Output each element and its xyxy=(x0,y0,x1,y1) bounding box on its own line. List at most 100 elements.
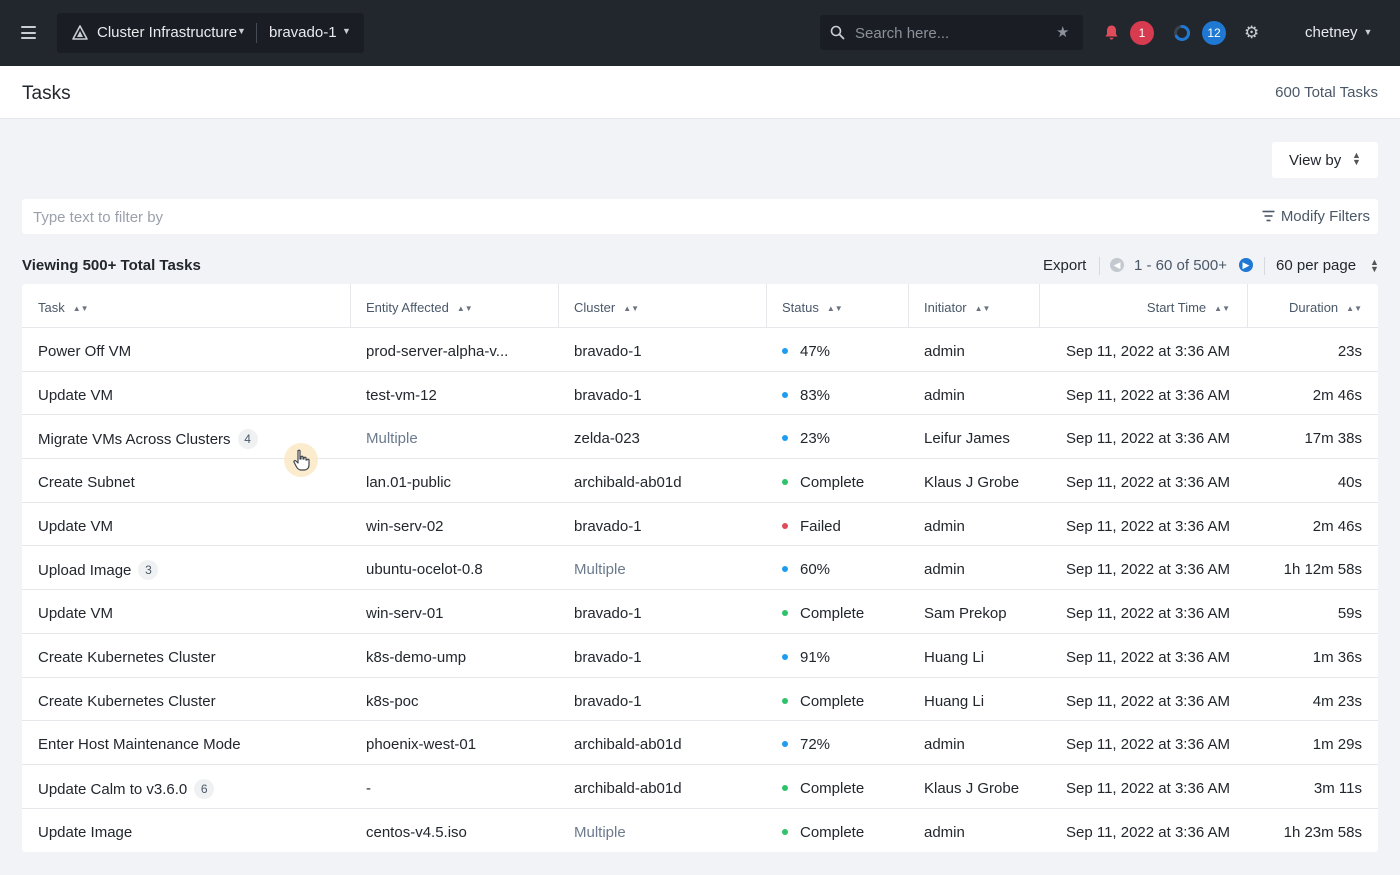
table-row[interactable]: Update Calm to v3.6.0 6 - archibald-ab01d Co… xyxy=(22,765,1378,809)
task-name-cell[interactable]: Create Subnet xyxy=(38,459,135,502)
pointer-cursor-icon xyxy=(284,443,318,477)
task-name-cell[interactable]: Update VM xyxy=(38,503,113,546)
chevron-down-icon[interactable]: ▼ xyxy=(237,26,246,36)
sort-icon: ▲▼ xyxy=(826,304,843,313)
task-name-cell[interactable]: Update VM xyxy=(38,590,113,633)
table-row[interactable]: Enter Host Maintenance Mode phoenix-west-… xyxy=(22,721,1378,765)
start-time-cell: Sep 11, 2022 at 3:36 AM xyxy=(1065,648,1230,666)
bell-icon[interactable] xyxy=(1103,24,1120,41)
subtask-count-badge[interactable]: 4 xyxy=(237,429,258,450)
duration-cell: 17m 38s xyxy=(1304,430,1362,448)
gear-icon[interactable]: ⚙ xyxy=(1244,23,1260,42)
star-icon[interactable]: ★ xyxy=(1056,24,1070,41)
column-header-entity[interactable]: Entity Affected ▲▼ xyxy=(366,300,473,315)
entity-affected-cell: win-serv-01 xyxy=(366,605,444,623)
column-header-start-time[interactable]: Start Time ▲▼ xyxy=(1146,300,1230,315)
per-page-label: 60 per page xyxy=(1276,257,1357,274)
chevron-down-icon[interactable]: ▼ xyxy=(342,26,351,36)
task-name-cell[interactable]: Upload Image 3 xyxy=(38,546,159,589)
per-page-selector[interactable]: 60 per page ▲ ▼ xyxy=(1276,257,1379,274)
table-row[interactable]: Upload Image 3 ubuntu-ocelot-0.8 Multiple 60… xyxy=(22,546,1378,591)
cluster-cell: archibald-ab01d xyxy=(574,474,682,492)
entity-affected-cell[interactable]: Multiple xyxy=(366,430,418,448)
task-name[interactable]: Update Calm to v3.6.0 xyxy=(38,780,188,798)
task-name-cell[interactable]: Create Kubernetes Cluster xyxy=(38,634,216,677)
task-name[interactable]: Create Kubernetes Cluster xyxy=(38,692,216,710)
status-dot-icon xyxy=(782,391,788,398)
task-name[interactable]: Enter Host Maintenance Mode xyxy=(38,736,241,754)
task-name[interactable]: Create Subnet xyxy=(38,474,135,492)
task-name-cell[interactable]: Enter Host Maintenance Mode xyxy=(38,721,241,764)
column-header-duration[interactable]: Duration ▲▼ xyxy=(1289,300,1362,315)
column-header-cluster[interactable]: Cluster ▲▼ xyxy=(574,300,640,315)
column-header-task[interactable]: Task ▲▼ xyxy=(38,300,89,315)
task-name-cell[interactable]: Update VM xyxy=(38,372,113,415)
status-cell: Complete xyxy=(782,590,864,633)
task-name-cell[interactable]: Migrate VMs Across Clusters 4 xyxy=(38,415,258,458)
table-row[interactable]: Update Image centos-v4.5.iso Multiple Compl… xyxy=(22,809,1378,853)
cluster-cell: bravado-1 xyxy=(574,605,642,623)
table-row[interactable]: Create Subnet lan.01-public archibald-ab01… xyxy=(22,459,1378,503)
table-row[interactable]: Power Off VM prod-server-alpha-v... bravad… xyxy=(22,328,1378,372)
chevron-down-icon[interactable]: ▼ xyxy=(1363,27,1373,37)
table-header: Task ▲▼ Entity Affected ▲▼ Cluster ▲▼ Statu… xyxy=(22,284,1378,328)
status-cell: Complete xyxy=(782,765,864,808)
task-name[interactable]: Update VM xyxy=(38,605,114,623)
column-header-initiator[interactable]: Initiator ▲▼ xyxy=(924,300,991,315)
chevron-left-icon[interactable]: ◀ xyxy=(1110,258,1124,272)
table-row[interactable]: Update VM test-vm-12 bravado-1 83% admin Sep … xyxy=(22,372,1378,416)
filter-input[interactable] xyxy=(33,207,933,227)
status-text: 60% xyxy=(800,561,831,579)
view-by-dropdown[interactable]: View by ▲ ▼ xyxy=(1272,142,1378,178)
start-time-cell: Sep 11, 2022 at 3:36 AM xyxy=(1065,605,1230,623)
task-name-cell[interactable]: Update Image xyxy=(38,809,132,852)
search-input[interactable] xyxy=(855,23,1045,43)
export-button[interactable]: Export xyxy=(1043,257,1087,274)
table-row[interactable]: Migrate VMs Across Clusters 4 Multiple zeld… xyxy=(22,415,1378,460)
sort-icon: ▲▼ xyxy=(1214,304,1230,313)
task-name-cell[interactable]: Power Off VM xyxy=(38,328,131,371)
table-row[interactable]: Create Kubernetes Cluster k8s-demo-ump bra… xyxy=(22,634,1378,678)
task-name[interactable]: Create Kubernetes Cluster xyxy=(38,648,216,666)
filter-icon xyxy=(1262,210,1275,222)
task-name-cell[interactable]: Create Kubernetes Cluster xyxy=(38,678,216,721)
status-dot-icon xyxy=(782,697,788,704)
task-name-cell[interactable]: Update Calm to v3.6.0 6 xyxy=(38,765,215,808)
duration-cell: 4m 23s xyxy=(1312,692,1362,710)
user-menu[interactable]: chetney ▼ xyxy=(1305,24,1372,41)
subtask-count-badge[interactable]: 6 xyxy=(194,778,215,799)
status-dot-icon xyxy=(782,784,788,791)
task-name[interactable]: Update Image xyxy=(38,823,133,841)
context-switcher[interactable]: Cluster Infrastructure ▼ bravado-1 ▼ xyxy=(57,13,364,53)
task-name[interactable]: Update VM xyxy=(38,386,114,404)
app-name[interactable]: Cluster Infrastructure xyxy=(97,24,238,41)
status-text: Complete xyxy=(800,823,865,841)
hamburger-icon[interactable] xyxy=(21,26,36,39)
cluster-cell[interactable]: Multiple xyxy=(574,561,626,579)
alerts-count-badge[interactable]: 1 xyxy=(1130,21,1154,45)
total-tasks-count: 600 Total Tasks xyxy=(1275,84,1378,101)
cluster-selector[interactable]: bravado-1 xyxy=(269,24,337,41)
column-header-status[interactable]: Status ▲▼ xyxy=(782,300,843,315)
status-cell: 91% xyxy=(782,634,830,677)
tasks-count-badge[interactable]: 12 xyxy=(1202,21,1226,45)
spinner-icon[interactable] xyxy=(1173,24,1191,42)
initiator-cell: Huang Li xyxy=(924,692,985,710)
table-row[interactable]: Update VM win-serv-02 bravado-1 Failed admin… xyxy=(22,503,1378,547)
status-dot-icon xyxy=(782,522,788,529)
table-row[interactable]: Create Kubernetes Cluster k8s-poc bravado-… xyxy=(22,678,1378,722)
username[interactable]: chetney xyxy=(1305,24,1358,41)
modify-filters-label: Modify Filters xyxy=(1280,208,1370,225)
table-row[interactable]: Update VM win-serv-01 bravado-1 Complete Sam… xyxy=(22,590,1378,634)
modify-filters-button[interactable]: Modify Filters xyxy=(1262,208,1370,225)
duration-cell: 1m 29s xyxy=(1312,736,1362,754)
status-dot-icon xyxy=(782,741,788,748)
task-name[interactable]: Upload Image xyxy=(38,562,132,580)
task-name[interactable]: Update VM xyxy=(38,517,114,535)
duration-cell: 23s xyxy=(1337,343,1362,360)
cluster-cell[interactable]: Multiple xyxy=(574,823,626,841)
chevron-right-icon[interactable]: ▶ xyxy=(1239,258,1253,272)
subtask-count-badge[interactable]: 3 xyxy=(138,560,159,581)
task-name[interactable]: Migrate VMs Across Clusters xyxy=(38,431,231,449)
task-name[interactable]: Power Off VM xyxy=(38,343,132,360)
